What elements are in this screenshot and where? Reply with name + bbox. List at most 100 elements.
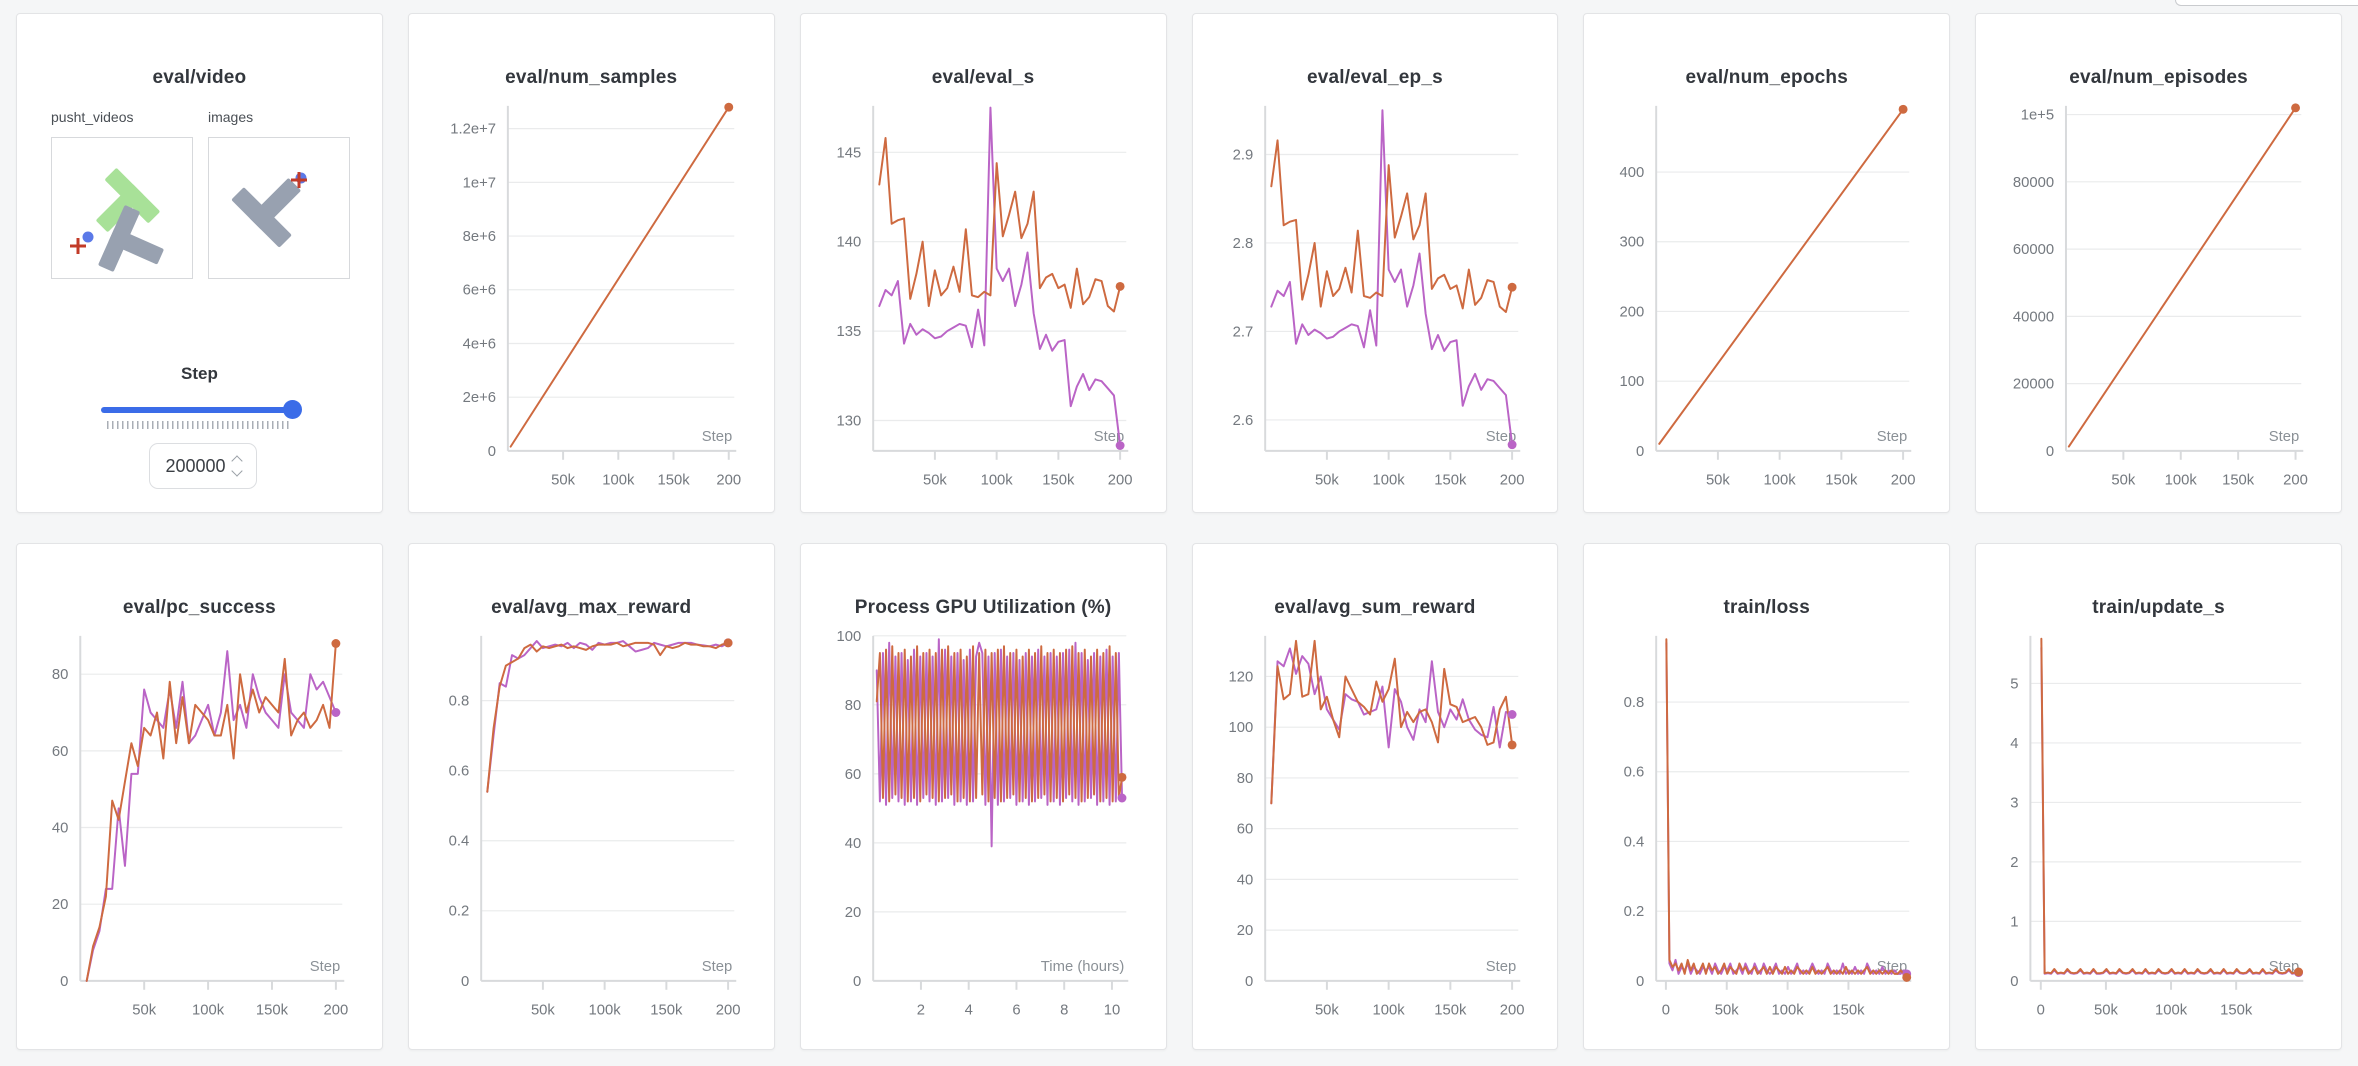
chart-canvas[interactable]: 0 20000 40000 60000 80000 1e+5 50k 100k 150k 200 S… (1976, 91, 2341, 511)
svg-text:1.2e+7: 1.2e+7 (450, 122, 496, 138)
svg-text:150k: 150k (1434, 1002, 1467, 1018)
svg-text:4e+6: 4e+6 (462, 336, 495, 352)
step-value-input[interactable]: 200000 (149, 443, 257, 489)
svg-text:40: 40 (844, 836, 861, 852)
svg-text:2: 2 (2010, 855, 2018, 871)
svg-text:80: 80 (844, 698, 861, 714)
chart-panel[interactable]: eval/pc_success 0 20 40 60 80 50k 100k 150k 200 S… (16, 543, 383, 1050)
step-slider-label: Step (180, 364, 218, 383)
svg-text:150k: 150k (1833, 1002, 1866, 1018)
svg-text:20: 20 (52, 897, 69, 913)
svg-text:4: 4 (2010, 736, 2018, 752)
chart-panel[interactable]: eval/avg_max_reward 0 0.2 0.4 0.6 0.8 50k 100k… (407, 543, 775, 1050)
chart-title: eval/avg_max_reward (491, 597, 692, 618)
svg-text:60: 60 (844, 767, 861, 783)
svg-text:0: 0 (2046, 444, 2054, 460)
images-thumbnail[interactable] (208, 137, 350, 279)
chart-panel[interactable]: eval/num_epochs 0 100 200 300 400 50k 100k 150k… (1583, 13, 1951, 513)
svg-text:150k: 150k (2220, 1003, 2253, 1019)
svg-text:200: 200 (1891, 472, 1916, 488)
svg-text:8: 8 (1060, 1003, 1068, 1019)
svg-text:Step: Step (1485, 959, 1516, 975)
svg-text:1: 1 (2010, 914, 2018, 930)
goal-cross (70, 238, 86, 254)
pusht-video-thumbnail[interactable] (51, 137, 193, 279)
svg-text:50k: 50k (1706, 472, 1730, 488)
svg-text:100k: 100k (588, 1002, 621, 1018)
chart-canvas[interactable]: 0 20 40 60 80 100 2 4 6 8 10 Time (hours) (801, 621, 1166, 1041)
svg-text:100k: 100k (1772, 1002, 1805, 1018)
chart-title: eval/num_episodes (2069, 67, 2248, 88)
chart-panel[interactable]: train/loss 0 0.2 0.4 0.6 0.8 0 50k 100k 150k Step (1583, 543, 1951, 1050)
chart-canvas[interactable]: 0 20 40 60 80 50k 100k 150k 200 Step (17, 621, 382, 1041)
svg-text:100k: 100k (2155, 1003, 2188, 1019)
step-slider-track[interactable] (101, 407, 298, 413)
svg-text:40: 40 (1236, 872, 1253, 888)
svg-text:50k: 50k (531, 1002, 555, 1018)
svg-text:120: 120 (1228, 669, 1253, 685)
images-scene-image (231, 172, 307, 248)
goal-cross (291, 172, 307, 188)
svg-text:10: 10 (1103, 1003, 1120, 1019)
images-thumb-label: images (208, 109, 254, 125)
svg-text:50k: 50k (923, 473, 947, 489)
svg-text:145: 145 (836, 145, 861, 161)
chart-canvas[interactable]: 2.6 2.7 2.8 2.9 50k 100k 150k 200 Step (1193, 91, 1558, 511)
svg-text:20: 20 (844, 905, 861, 921)
svg-text:6: 6 (1012, 1003, 1020, 1019)
svg-text:0.6: 0.6 (1624, 765, 1645, 781)
svg-text:100: 100 (1228, 720, 1253, 736)
svg-text:0.4: 0.4 (1624, 834, 1645, 850)
svg-text:1e+5: 1e+5 (2021, 108, 2054, 124)
svg-text:50k: 50k (1314, 472, 1338, 488)
svg-text:150k: 150k (256, 1002, 289, 1018)
chevron-down-icon[interactable] (230, 465, 243, 477)
media-panel-eval-video[interactable]: eval/video pusht_videos images (16, 13, 383, 513)
media-panel-title: eval/video (152, 67, 247, 88)
videos-thumb-label: pusht_videos (51, 109, 134, 125)
chart-panel[interactable]: eval/num_samples 0 2e+6 4e+6 6e+6 8e+6 1e+7 1.… (407, 13, 775, 513)
svg-text:80: 80 (1236, 771, 1253, 787)
svg-text:0.2: 0.2 (1624, 904, 1645, 920)
svg-text:0: 0 (2037, 1003, 2045, 1019)
svg-text:3: 3 (2010, 795, 2018, 811)
svg-text:20: 20 (1236, 923, 1253, 939)
svg-text:0.8: 0.8 (1624, 695, 1645, 711)
chart-canvas[interactable]: 130 135 140 145 50k 100k 150k 200 Step (801, 91, 1166, 511)
chart-canvas[interactable]: 0 20 40 60 80 100 120 50k 100k 150k 200 Step (1193, 621, 1558, 1041)
chart-panel[interactable]: eval/avg_sum_reward 0 20 40 60 80 100 120 50k 10… (1191, 543, 1559, 1050)
svg-text:200: 200 (1499, 472, 1524, 488)
chart-panel[interactable]: eval/num_episodes 0 20000 40000 60000 80000 1… (1975, 13, 2342, 513)
step-slider-thumb[interactable] (283, 400, 302, 419)
svg-text:60: 60 (1236, 822, 1253, 838)
chart-panel[interactable]: Process GPU Utilization (%) 0 20 40 60 80 100… (799, 543, 1167, 1050)
svg-text:80: 80 (52, 667, 69, 683)
chart-panel[interactable]: eval/eval_s 130 135 140 145 50k 100k 150k 200 St… (799, 13, 1167, 513)
step-value: 200000 (165, 455, 226, 476)
svg-text:150k: 150k (657, 472, 690, 488)
pusht-scene-image (70, 168, 164, 272)
svg-text:135: 135 (836, 324, 861, 340)
svg-text:0.8: 0.8 (449, 694, 470, 710)
svg-text:50k: 50k (2094, 1003, 2118, 1019)
chart-panel[interactable]: train/update_s 0 1 2 3 4 5 0 50k 100k 150k Step (1975, 543, 2342, 1050)
svg-text:100k: 100k (980, 473, 1013, 489)
chart-canvas[interactable]: 0 100 200 300 400 50k 100k 150k 200 Step (1584, 91, 1949, 511)
chart-panel[interactable]: eval/eval_ep_s 2.6 2.7 2.8 2.9 50k 100k 150k 20… (1191, 13, 1559, 513)
chart-canvas[interactable]: 0 2e+6 4e+6 6e+6 8e+6 1e+7 1.2e+7 50k 100k 150k 20… (409, 91, 774, 511)
green-t-shape (96, 168, 160, 232)
svg-text:0.2: 0.2 (449, 904, 470, 920)
agent-dot (82, 231, 94, 243)
svg-text:150k: 150k (1434, 472, 1467, 488)
chart-canvas[interactable]: 0 0.2 0.4 0.6 0.8 50k 100k 150k 200 Step (409, 621, 774, 1041)
chart-title: eval/pc_success (122, 597, 276, 618)
svg-text:0: 0 (1662, 1002, 1670, 1018)
svg-text:0: 0 (1636, 974, 1644, 990)
chart-title: Process GPU Utilization (%) (854, 597, 1112, 618)
svg-text:60000: 60000 (2013, 242, 2054, 258)
svg-text:150k: 150k (1042, 473, 1075, 489)
gray-t-shape (98, 205, 164, 272)
svg-text:Step: Step (702, 959, 733, 975)
